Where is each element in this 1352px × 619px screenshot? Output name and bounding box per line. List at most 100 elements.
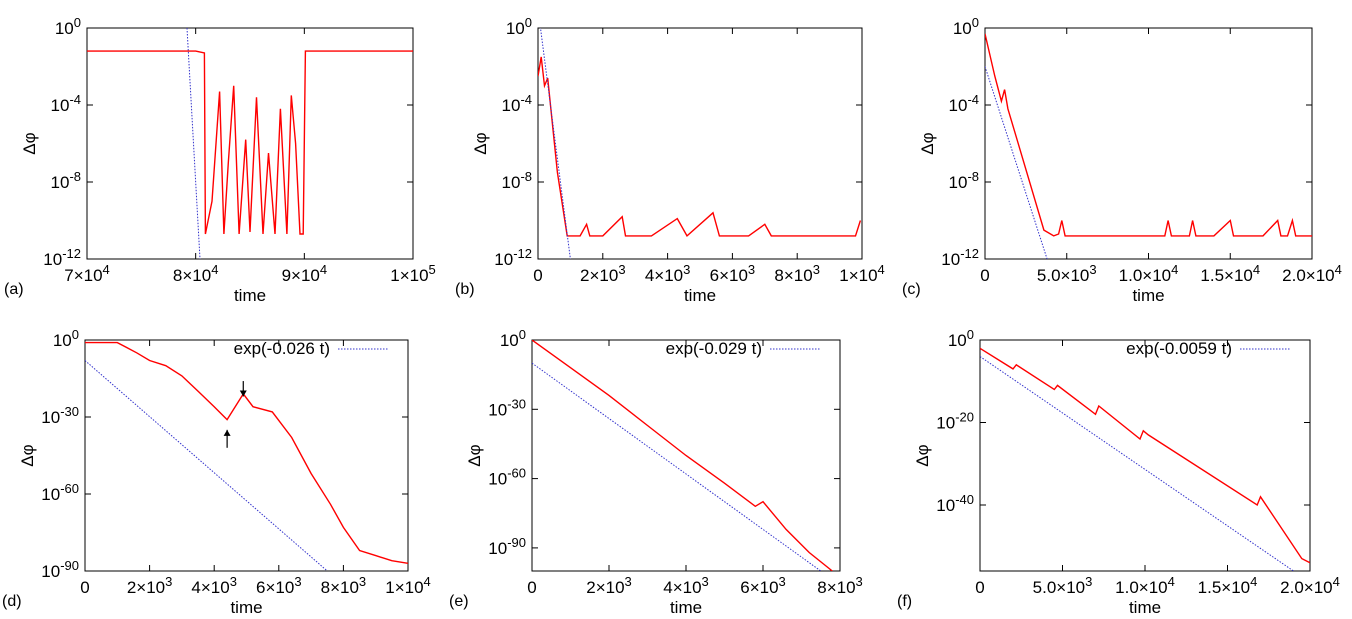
x-tick-label: 1.5×104 [1200,262,1260,285]
y-tick-exponent: -90 [60,558,79,573]
fit-line [980,356,1294,571]
y-tick-label: 100 [500,327,526,350]
y-tick-mantissa: 10 [953,19,972,38]
y-tick-exponent: -40 [955,492,974,507]
y-tick-exponent: -90 [507,535,526,550]
x-tick-label: 1×105 [390,262,436,285]
x-tick-exponent: 4 [1168,574,1175,589]
x-tick-exponent: 4 [1333,574,1340,589]
x-tick-label: 1.0×104 [1119,262,1179,285]
plot-frame [984,27,1313,260]
x-tick-label: 2.0×104 [1282,262,1342,285]
x-tick-mantissa: 1.5×10 [1198,578,1250,597]
x-tick-label: 2.0×104 [1280,574,1340,597]
y-tick-mantissa: 10 [936,414,955,433]
x-tick-label: 1×104 [839,262,885,285]
x-tick-mantissa: 1.0×10 [1119,266,1171,285]
x-tick-mantissa: 5.0×10 [1033,578,1085,597]
y-tick-label: 10-8 [502,169,532,192]
x-tick-mantissa: 6×10 [710,266,748,285]
y-tick-label: 10-60 [41,481,79,504]
y-tick-label: 10-40 [936,492,974,515]
x-tick-label: 6×103 [710,262,756,285]
data-line [87,50,413,235]
x-tick-label: 6×103 [256,574,302,597]
data-line [538,56,862,238]
plot-frame [537,27,863,260]
y-tick-label: 10-4 [949,92,979,115]
x-tick-exponent: 3 [294,574,301,589]
x-tick-exponent: 3 [813,262,820,277]
x-tick-mantissa: 1×10 [390,266,428,285]
y-tick-label: 10-30 [488,396,526,419]
x-tick-exponent: 4 [878,262,885,277]
data-line [985,33,1312,237]
y-tick-mantissa: 10 [948,331,967,350]
y-tick-exponent: -30 [507,396,526,411]
y-tick-label: 10-90 [41,558,79,581]
x-tick-exponent: 3 [1089,262,1096,277]
x-tick-exponent: 4 [424,574,431,589]
x-tick-exponent: 4 [1171,262,1178,277]
y-tick-exponent: -8 [520,169,532,184]
x-tick-exponent: 4 [1253,262,1260,277]
y-axis-label: Δφ [20,132,39,154]
y-tick-exponent: 0 [525,15,532,30]
y-tick-mantissa: 10 [41,408,60,427]
panel-label: (e) [449,593,469,610]
y-tick-mantissa: 10 [51,173,70,192]
y-tick-exponent: -12 [960,246,979,261]
x-tick-exponent: 3 [748,262,755,277]
data-line [980,347,1310,564]
y-tick-mantissa: 10 [949,173,968,192]
x-tick-label: 8×104 [173,262,219,285]
x-tick-mantissa: 9×10 [282,266,320,285]
y-tick-label: 100 [953,15,979,38]
x-tick-mantissa: 2×10 [127,578,165,597]
legend-label: exp(-0.029 t) [666,339,762,358]
y-tick-exponent: -8 [69,169,81,184]
x-tick-label: 1.5×104 [1198,574,1258,597]
x-tick-mantissa: 2.0×10 [1280,578,1332,597]
y-tick-mantissa: 10 [494,250,513,269]
x-tick-label: 0 [533,266,542,285]
x-tick-label: 8×103 [321,574,367,597]
x-tick-label: 8×103 [817,574,863,597]
x-tick-mantissa: 7×10 [64,266,102,285]
x-tick-label: 4×103 [645,262,691,285]
x-tick-label: 4×103 [191,574,237,597]
legend-label: exp(-0.0059 t) [1126,339,1232,358]
plot-frame [86,27,414,260]
y-tick-label: 10-4 [51,92,81,115]
y-tick-exponent: -4 [520,92,532,107]
x-tick-mantissa: 1×10 [839,266,877,285]
x-tick-mantissa: 1×10 [385,578,423,597]
y-tick-label: 10-90 [488,535,526,558]
x-tick-exponent: 4 [1335,262,1342,277]
x-tick-label: 2×103 [580,262,626,285]
panel-label: (f) [897,593,912,610]
x-tick-mantissa: 8×10 [774,266,812,285]
x-tick-label: 1×104 [385,574,431,597]
x-tick-exponent: 4 [103,262,110,277]
y-tick-mantissa: 10 [41,562,60,581]
x-tick-mantissa: 4×10 [663,578,701,597]
x-tick-mantissa: 4×10 [191,578,229,597]
x-tick-mantissa: 0 [80,578,89,597]
annotation-arrow-head [239,390,247,397]
fit-line [532,362,822,571]
y-axis-label: Δφ [471,132,490,154]
panel-label: (b) [455,281,475,298]
x-tick-label: 6×103 [740,574,786,597]
x-tick-mantissa: 1.0×10 [1115,578,1167,597]
x-tick-mantissa: 8×10 [817,578,855,597]
x-tick-exponent: 4 [1250,574,1257,589]
y-axis-label: Δφ [918,132,937,154]
x-tick-exponent: 3 [683,262,690,277]
y-tick-mantissa: 10 [949,96,968,115]
